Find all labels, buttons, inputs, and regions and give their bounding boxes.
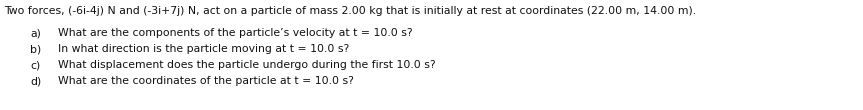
Text: In what direction is the particle moving at t = 10.0 s?: In what direction is the particle moving… — [58, 44, 350, 54]
Text: What displacement does the particle undergo during the first 10.0 s?: What displacement does the particle unde… — [58, 60, 436, 70]
Text: What are the coordinates of the particle at t = 10.0 s?: What are the coordinates of the particle… — [58, 76, 354, 86]
Text: c): c) — [30, 60, 41, 70]
Text: What are the components of the particle’s velocity at t = 10.0 s?: What are the components of the particle’… — [58, 28, 413, 38]
Text: a): a) — [30, 28, 41, 38]
Text: b): b) — [30, 44, 41, 54]
Text: d): d) — [30, 76, 41, 86]
Text: Two forces, (-6i-4j) N and (-3i+7j) N, act on a particle of mass 2.00 kg that is: Two forces, (-6i-4j) N and (-3i+7j) N, a… — [4, 6, 696, 16]
